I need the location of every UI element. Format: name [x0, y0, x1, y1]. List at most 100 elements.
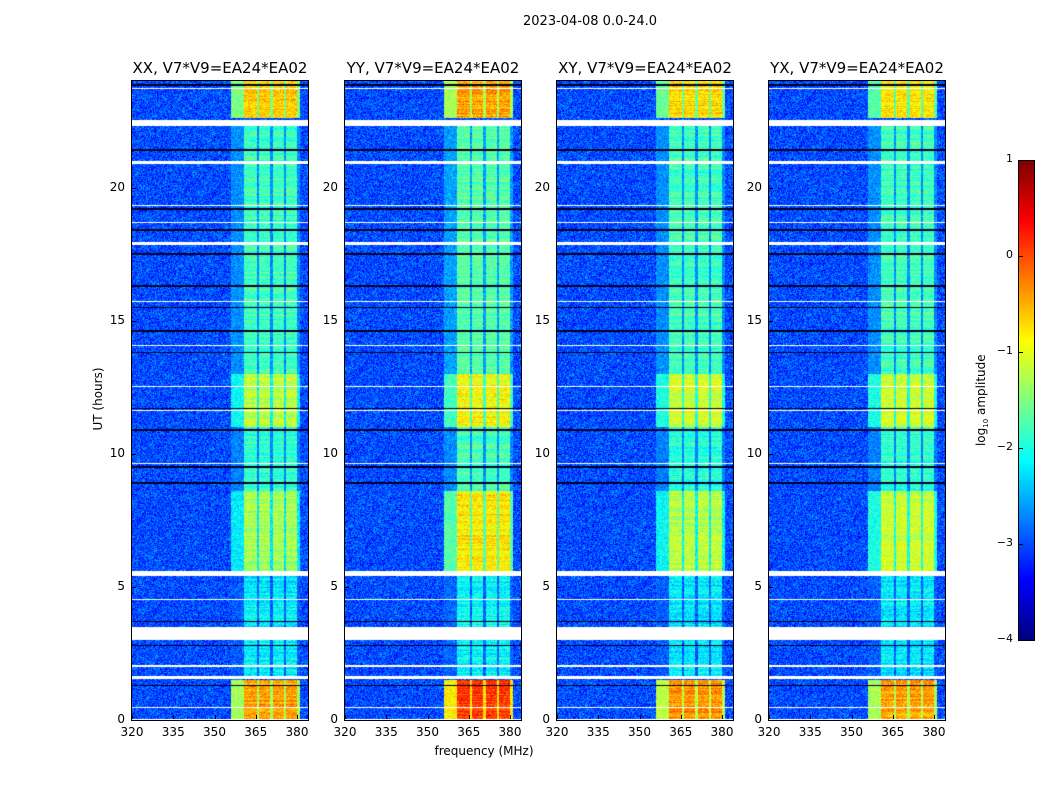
x-tick-mark: [345, 715, 346, 719]
colorbar-tick-label: −2: [996, 440, 1013, 453]
colorbar-tick-label: −3: [996, 536, 1013, 549]
spectrogram-heatmap: [557, 81, 733, 720]
x-tick-mark: [892, 715, 894, 719]
y-tick-label: 15: [109, 312, 125, 327]
y-tick-label: 10: [322, 445, 338, 460]
y-tick-mark: [345, 320, 349, 322]
y-tick-mark: [769, 320, 773, 322]
y-tick-label: 5: [117, 578, 125, 593]
x-tick-label: 350: [203, 725, 226, 739]
y-tick-label: 10: [746, 445, 762, 460]
y-tick-mark: [132, 586, 136, 588]
colorbar-tick-label: −1: [996, 344, 1013, 357]
x-tick-mark: [173, 715, 175, 719]
colorbar-tick-label: 0: [1006, 248, 1013, 261]
y-tick-mark: [769, 720, 773, 721]
y-tick-mark: [769, 187, 773, 189]
y-tick-label: 0: [542, 712, 550, 726]
colorbar-tick-mark: [1019, 448, 1023, 449]
x-tick-mark: [722, 715, 723, 719]
panel-title: XX, V7*V9=EA24*EA02: [132, 59, 308, 77]
x-tick-label: 380: [710, 725, 734, 739]
y-tick-label: 20: [109, 179, 125, 194]
x-tick-label: 320: [333, 725, 357, 739]
colorbar-tick-mark: [1019, 160, 1023, 161]
x-tick-label: 350: [628, 725, 651, 739]
y-tick-label: 0: [330, 712, 338, 726]
colorbar: [1018, 160, 1035, 641]
x-tick-mark: [557, 715, 558, 719]
y-tick-mark: [345, 187, 349, 189]
x-tick-mark: [427, 715, 429, 719]
y-tick-label: 5: [330, 578, 338, 593]
x-tick-mark: [810, 715, 812, 719]
y-tick-label: 5: [754, 578, 762, 593]
x-tick-mark: [510, 715, 511, 719]
colorbar-tick-mark: [1019, 640, 1023, 641]
y-tick-mark: [557, 187, 561, 189]
x-tick-label: 335: [798, 725, 822, 739]
x-tick-mark: [934, 715, 935, 719]
x-tick-mark: [386, 715, 388, 719]
y-tick-label: 15: [534, 312, 550, 327]
panel-title: XY, V7*V9=EA24*EA02: [558, 59, 732, 77]
y-tick-mark: [132, 720, 136, 721]
panel-0: [131, 80, 309, 721]
x-tick-label: 380: [498, 725, 522, 739]
x-axis-label: frequency (MHz): [434, 744, 534, 758]
y-tick-label: 5: [542, 578, 550, 593]
y-tick-label: 10: [534, 445, 550, 460]
y-tick-mark: [557, 586, 561, 588]
y-tick-label: 20: [322, 179, 338, 194]
spectrogram-heatmap: [345, 81, 521, 720]
y-tick-mark: [557, 720, 561, 721]
x-tick-mark: [468, 715, 470, 719]
panel-title: YY, V7*V9=EA24*EA02: [346, 59, 520, 77]
y-tick-mark: [345, 453, 349, 455]
panel-title: YX, V7*V9=EA24*EA02: [770, 59, 944, 77]
figure-title: 2023-04-08 0.0-24.0: [523, 14, 657, 29]
x-tick-mark: [851, 715, 853, 719]
y-tick-label: 15: [322, 312, 338, 327]
x-tick-label: 380: [922, 725, 946, 739]
y-tick-label: 15: [746, 312, 762, 327]
y-tick-label: 0: [754, 712, 762, 726]
x-tick-label: 380: [285, 725, 309, 739]
y-tick-mark: [132, 320, 136, 322]
x-tick-label: 335: [161, 725, 185, 739]
x-tick-label: 320: [120, 725, 144, 739]
spectrogram-heatmap: [769, 81, 945, 720]
x-tick-label: 320: [757, 725, 781, 739]
y-tick-mark: [769, 453, 773, 455]
panel-2: [556, 80, 734, 721]
x-tick-label: 320: [545, 725, 569, 739]
x-tick-label: 365: [457, 725, 481, 739]
x-tick-label: 365: [244, 725, 268, 739]
y-tick-label: 20: [746, 179, 762, 194]
y-tick-label: 10: [109, 445, 125, 460]
colorbar-tick-label: 1: [1006, 152, 1013, 165]
x-tick-mark: [598, 715, 600, 719]
x-tick-mark: [680, 715, 682, 719]
spectrogram-heatmap: [132, 81, 308, 720]
x-tick-label: 335: [374, 725, 398, 739]
x-tick-label: 350: [416, 725, 439, 739]
x-tick-mark: [214, 715, 216, 719]
y-tick-mark: [557, 320, 561, 322]
x-tick-mark: [639, 715, 641, 719]
x-tick-mark: [297, 715, 298, 719]
y-tick-mark: [345, 586, 349, 588]
x-tick-mark: [769, 715, 770, 719]
y-tick-label: 0: [117, 712, 125, 726]
panel-1: [344, 80, 522, 721]
x-tick-label: 350: [840, 725, 863, 739]
y-tick-label: 20: [534, 179, 550, 194]
y-axis-label: UT (hours): [91, 367, 105, 431]
x-tick-mark: [132, 715, 133, 719]
colorbar-tick-label: −4: [996, 632, 1013, 645]
colorbar-tick-mark: [1019, 352, 1023, 353]
y-tick-mark: [132, 453, 136, 455]
x-tick-label: 365: [881, 725, 905, 739]
y-tick-mark: [557, 453, 561, 455]
y-tick-mark: [132, 187, 136, 189]
